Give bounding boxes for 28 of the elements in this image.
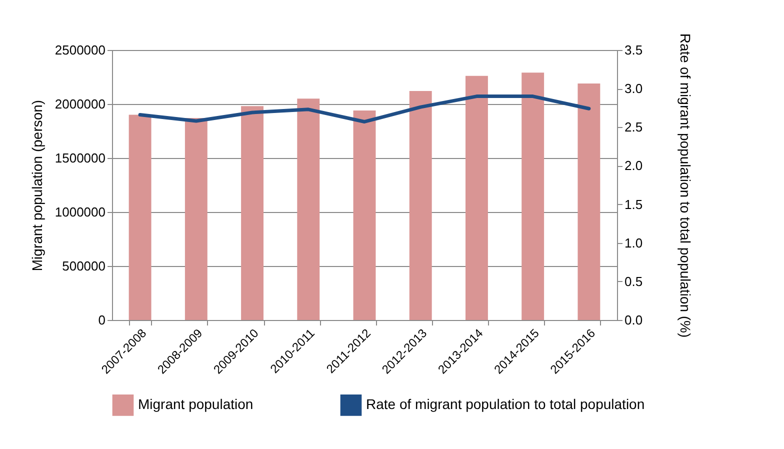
legend-label: Migrant population bbox=[138, 396, 254, 412]
y2-tick-label: 0.5 bbox=[624, 274, 643, 289]
y-tick-label: 0 bbox=[98, 312, 106, 328]
y2-tick-label: 0.0 bbox=[624, 312, 643, 328]
bar bbox=[578, 83, 600, 320]
y-tick-label: 500000 bbox=[62, 258, 106, 274]
bar bbox=[522, 72, 544, 320]
y2-tick-label: 2.5 bbox=[624, 120, 643, 135]
y-axis-title: Migrant population (person) bbox=[28, 100, 45, 272]
bar bbox=[241, 106, 264, 320]
bar bbox=[184, 118, 208, 320]
y2-tick-label: 3.0 bbox=[624, 81, 643, 96]
y-tick-label: 2500000 bbox=[54, 42, 106, 58]
y2-axis-title: Rate of migrant population to total population (%) bbox=[678, 33, 694, 338]
y-tick-label: 1000000 bbox=[54, 204, 106, 220]
legend-label: Rate of migrant population to total population bbox=[366, 396, 645, 412]
bar bbox=[409, 91, 432, 320]
y2-tick-label: 2.0 bbox=[624, 158, 643, 174]
y-tick-label: 2000000 bbox=[54, 96, 106, 112]
line-series bbox=[138, 94, 591, 124]
y-tick-label: 1500000 bbox=[54, 150, 106, 166]
bar bbox=[353, 110, 376, 320]
bar bbox=[128, 114, 152, 320]
y2-tick-label: 1.5 bbox=[624, 196, 643, 212]
bar bbox=[297, 98, 320, 320]
y2-tick-label: 3.5 bbox=[624, 42, 643, 58]
bar bbox=[466, 76, 488, 320]
y2-tick-label: 1.0 bbox=[624, 235, 643, 250]
